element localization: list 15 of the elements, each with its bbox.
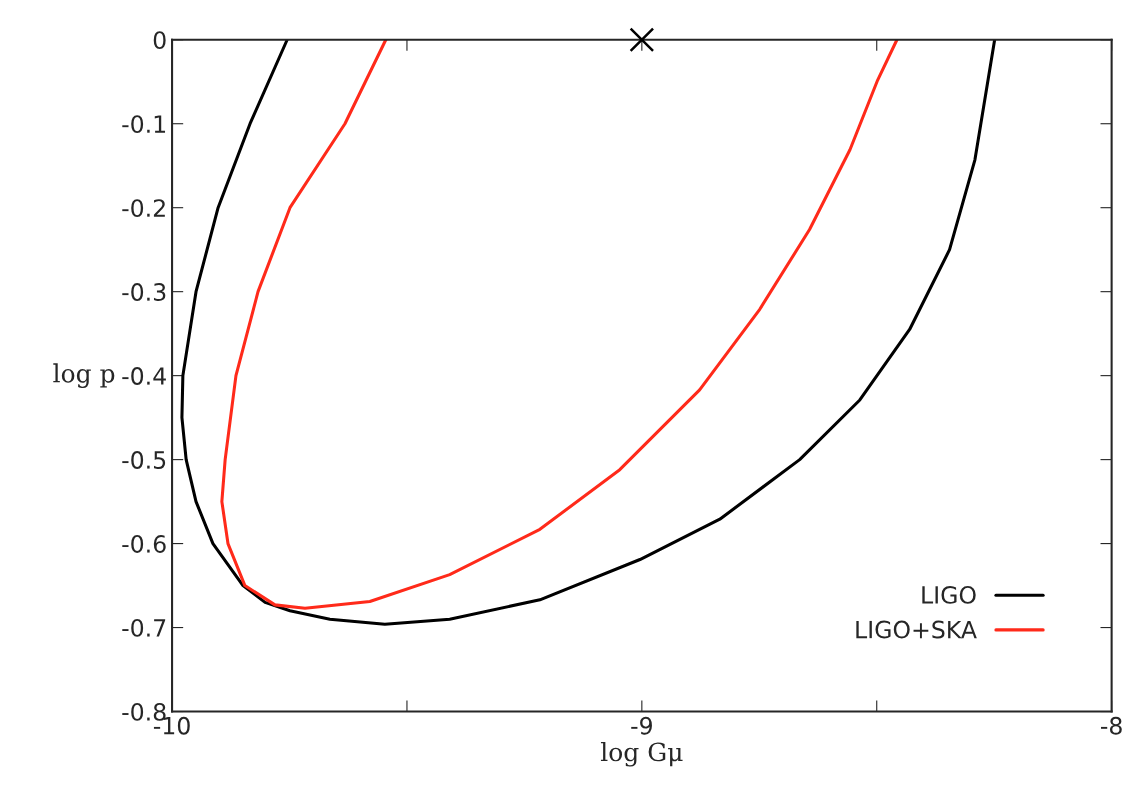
y-tick-label: -0.5 xyxy=(122,451,166,469)
y-tick-label: -0.6 xyxy=(122,535,166,553)
x-axis-title: log Gμ xyxy=(600,742,683,767)
y-tick-label: -0.3 xyxy=(122,283,166,301)
x-tick-label: -9 xyxy=(631,716,652,735)
y-tick-label: -0.1 xyxy=(122,115,166,134)
legend-label: LIGO xyxy=(922,585,976,604)
y-tick-label: 0 xyxy=(153,31,166,50)
x-tick-label: -8 xyxy=(1101,716,1122,735)
legend-label: LIGO+SKA xyxy=(856,620,977,639)
y-axis-title: log p xyxy=(53,363,115,388)
line-series xyxy=(220,39,899,610)
y-tick-label: -0.2 xyxy=(122,199,165,217)
y-tick-label: -0.7 xyxy=(122,619,166,637)
y-tick-label: -0.4 xyxy=(122,367,166,385)
